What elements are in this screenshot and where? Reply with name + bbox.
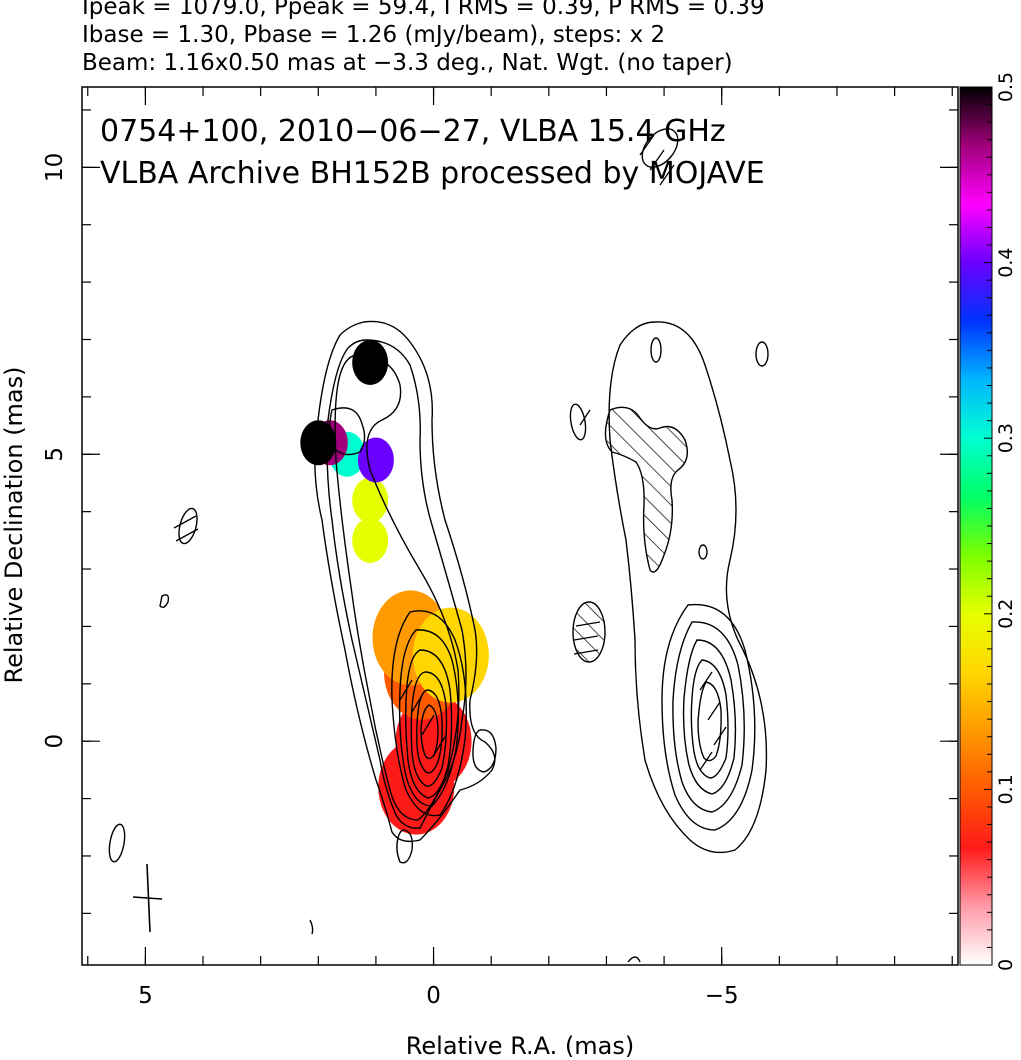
left-contours — [108, 128, 679, 864]
plot-frame — [81, 86, 959, 966]
contour-10 — [420, 704, 439, 760]
contour-2 — [326, 339, 467, 829]
y-axis-label: Relative Declination (mas) — [0, 366, 28, 683]
right-contours — [309, 321, 769, 963]
polarization-pixel — [352, 339, 389, 385]
colorbar-tick-label: 0.5 — [995, 72, 1017, 102]
polarization-pixel — [352, 517, 389, 563]
pcontour-hatched-region — [604, 406, 688, 573]
pcontour-blob-2 — [755, 341, 769, 367]
x-axis-label: Relative R.A. (mas) — [406, 1032, 634, 1060]
y-tick-label: 5 — [42, 447, 68, 462]
colorbar-tick-labels: 0 0.1 0.2 0.3 0.4 0.5 — [995, 72, 1017, 971]
contour-7 — [405, 649, 453, 799]
plot-title: 0754+100, 2010−06−27, VLBA 15.4 GHz — [100, 114, 726, 149]
contour-6 — [398, 629, 459, 807]
y-tick-label: 10 — [42, 153, 68, 182]
colorbar — [959, 86, 993, 966]
contour-4 — [329, 407, 366, 456]
contour-3 — [334, 354, 460, 821]
restoring-beam — [132, 863, 163, 933]
contour-outer — [314, 320, 496, 843]
y-tick-label: 0 — [42, 734, 68, 749]
colorbar-tick-label: 0.2 — [995, 599, 1017, 629]
pcontour-blob-5 — [572, 601, 606, 663]
pcontour-blob-1 — [650, 337, 662, 363]
x-tick-label: 5 — [138, 983, 153, 1009]
pcontour-outer — [608, 321, 768, 854]
contour-blob-4 — [159, 594, 170, 609]
x-tick-label: −5 — [705, 983, 739, 1009]
plot-subtitle: VLBA Archive BH152B processed by MOJAVE — [100, 156, 765, 191]
colorbar-ticks — [984, 86, 992, 966]
pcontour-4 — [682, 639, 737, 795]
contour-blob-6 — [641, 128, 679, 168]
x-tick-label: 0 — [426, 983, 441, 1009]
pcontour-5 — [690, 659, 729, 779]
pcontour-6 — [697, 681, 722, 762]
pcontour-blob-4 — [698, 544, 708, 560]
contour-layer — [108, 128, 769, 963]
colorbar-tick-label: 0.4 — [995, 247, 1017, 277]
contour-blob-5 — [108, 823, 126, 863]
contour-5 — [391, 610, 467, 817]
contour-8 — [410, 671, 448, 787]
pcontour-3 — [672, 621, 745, 813]
axis-ticks — [82, 87, 958, 965]
pcontour-2 — [661, 603, 756, 831]
x-tick-labels: 5 0 −5 — [138, 983, 739, 1009]
header-line-2: Ibase = 1.30, Pbase = 1.26 (mJy/beam), s… — [82, 22, 666, 48]
y-tick-labels: 0 5 10 — [42, 153, 68, 749]
polarization-pixel — [300, 420, 337, 466]
polarization-pixel — [352, 477, 389, 523]
pcontour-blob-7 — [309, 919, 314, 935]
polarization-vectors — [173, 134, 727, 771]
header-line-1: Ipeak = 1079.0, Ppeak = 59.4, I RMS = 0.… — [82, 0, 765, 20]
pcontour-blob-6 — [627, 956, 641, 963]
contour-blob-1 — [472, 729, 497, 773]
contour-blob-2 — [396, 829, 414, 864]
contour-9 — [416, 689, 443, 774]
header-line-3: Beam: 1.16x0.50 mas at −3.3 deg., Nat. W… — [82, 50, 733, 76]
pcontour-blob-3 — [569, 403, 587, 441]
colorbar-tick-label: 0 — [995, 959, 1017, 971]
colorbar-tick-label: 0.3 — [995, 423, 1017, 453]
colorbar-tick-label: 0.1 — [995, 774, 1017, 804]
